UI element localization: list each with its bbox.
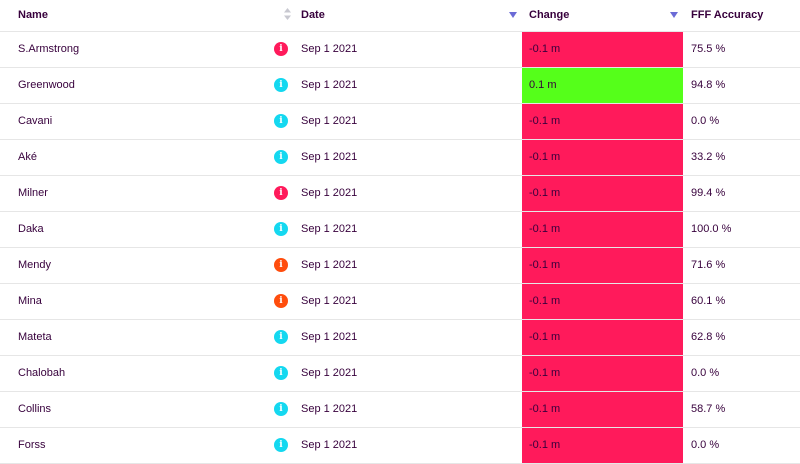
table-row[interactable]: Chalobah i Sep 1 2021 -0.1 m 0.0 %	[0, 356, 800, 392]
date-cell: Sep 1 2021	[301, 439, 358, 451]
player-name[interactable]: Forss	[18, 439, 46, 451]
change-value: -0.1 m	[529, 151, 561, 163]
column-header-date[interactable]: Date	[301, 9, 325, 21]
table-row[interactable]: Milner i Sep 1 2021 -0.1 m 99.4 %	[0, 176, 800, 212]
change-value: -0.1 m	[529, 367, 561, 379]
date-cell: Sep 1 2021	[301, 43, 358, 55]
accuracy-cell: 33.2 %	[691, 151, 726, 163]
accuracy-cell: 71.6 %	[691, 259, 726, 271]
change-cell: -0.1 m	[522, 140, 683, 175]
accuracy-cell: 58.7 %	[691, 403, 726, 415]
column-header-accuracy[interactable]: FFF Accuracy	[691, 9, 764, 21]
player-name[interactable]: Cavani	[18, 115, 53, 127]
change-cell: -0.1 m	[522, 32, 683, 67]
info-icon[interactable]: i	[274, 330, 288, 344]
accuracy-cell: 100.0 %	[691, 223, 732, 235]
date-cell: Sep 1 2021	[301, 331, 358, 343]
table-row[interactable]: Collins i Sep 1 2021 -0.1 m 58.7 %	[0, 392, 800, 428]
player-name[interactable]: Aké	[18, 151, 37, 163]
table-row[interactable]: Daka i Sep 1 2021 -0.1 m 100.0 %	[0, 212, 800, 248]
change-value: -0.1 m	[529, 187, 561, 199]
info-icon[interactable]: i	[274, 114, 288, 128]
table-row[interactable]: S.Armstrong i Sep 1 2021 -0.1 m 75.5 %	[0, 32, 800, 68]
change-cell: -0.1 m	[522, 212, 683, 247]
player-name[interactable]: S.Armstrong	[18, 43, 80, 55]
info-icon[interactable]: i	[274, 294, 288, 308]
change-cell: -0.1 m	[522, 356, 683, 391]
change-value: -0.1 m	[529, 115, 561, 127]
table-row[interactable]: Aké i Sep 1 2021 -0.1 m 33.2 %	[0, 140, 800, 176]
accuracy-cell: 0.0 %	[691, 115, 720, 127]
info-icon[interactable]: i	[274, 366, 288, 380]
accuracy-cell: 60.1 %	[691, 295, 726, 307]
date-cell: Sep 1 2021	[301, 403, 358, 415]
table-row[interactable]: Mendy i Sep 1 2021 -0.1 m 71.6 %	[0, 248, 800, 284]
date-cell: Sep 1 2021	[301, 367, 358, 379]
date-cell: Sep 1 2021	[301, 79, 358, 91]
change-value: -0.1 m	[529, 439, 561, 451]
accuracy-cell: 0.0 %	[691, 439, 720, 451]
date-cell: Sep 1 2021	[301, 187, 358, 199]
player-name[interactable]: Mina	[18, 295, 42, 307]
date-cell: Sep 1 2021	[301, 223, 358, 235]
sort-down-icon[interactable]	[509, 12, 517, 18]
date-cell: Sep 1 2021	[301, 115, 358, 127]
info-icon[interactable]: i	[274, 222, 288, 236]
table-row[interactable]: Mateta i Sep 1 2021 -0.1 m 62.8 %	[0, 320, 800, 356]
table-body: S.Armstrong i Sep 1 2021 -0.1 m 75.5 % Greenw…	[0, 32, 800, 464]
info-icon[interactable]: i	[274, 186, 288, 200]
table-row[interactable]: Cavani i Sep 1 2021 -0.1 m 0.0 %	[0, 104, 800, 140]
date-cell: Sep 1 2021	[301, 295, 358, 307]
accuracy-cell: 62.8 %	[691, 331, 726, 343]
info-icon[interactable]: i	[274, 438, 288, 452]
date-cell: Sep 1 2021	[301, 151, 358, 163]
accuracy-cell: 0.0 %	[691, 367, 720, 379]
info-icon[interactable]: i	[274, 150, 288, 164]
change-value: -0.1 m	[529, 295, 561, 307]
table-row[interactable]: Greenwood i Sep 1 2021 0.1 m 94.8 %	[0, 68, 800, 104]
change-value: -0.1 m	[529, 43, 561, 55]
table-header: Name Date Change FFF Accuracy	[0, 0, 800, 32]
change-value: -0.1 m	[529, 331, 561, 343]
player-name[interactable]: Mendy	[18, 259, 52, 271]
change-cell: -0.1 m	[522, 428, 683, 463]
player-name[interactable]: Chalobah	[18, 367, 66, 379]
change-cell: -0.1 m	[522, 248, 683, 283]
player-name[interactable]: Greenwood	[18, 79, 75, 91]
info-icon[interactable]: i	[274, 402, 288, 416]
info-icon[interactable]: i	[274, 42, 288, 56]
change-cell: -0.1 m	[522, 104, 683, 139]
change-cell: -0.1 m	[522, 392, 683, 427]
date-cell: Sep 1 2021	[301, 259, 358, 271]
player-name[interactable]: Collins	[18, 403, 52, 415]
change-cell: -0.1 m	[522, 284, 683, 319]
info-icon[interactable]: i	[274, 78, 288, 92]
change-value: 0.1 m	[529, 79, 557, 91]
player-name[interactable]: Mateta	[18, 331, 52, 343]
table-row[interactable]: Forss i Sep 1 2021 -0.1 m 0.0 %	[0, 428, 800, 464]
change-value: -0.1 m	[529, 259, 561, 271]
change-value: -0.1 m	[529, 223, 561, 235]
player-name[interactable]: Daka	[18, 223, 44, 235]
change-cell: -0.1 m	[522, 320, 683, 355]
player-name[interactable]: Milner	[18, 187, 48, 199]
info-icon[interactable]: i	[274, 258, 288, 272]
accuracy-cell: 75.5 %	[691, 43, 726, 55]
sort-updown-icon[interactable]	[283, 7, 292, 21]
change-cell: -0.1 m	[522, 176, 683, 211]
column-header-name[interactable]: Name	[18, 9, 48, 21]
change-value: -0.1 m	[529, 403, 561, 415]
table-row[interactable]: Mina i Sep 1 2021 -0.1 m 60.1 %	[0, 284, 800, 320]
accuracy-cell: 94.8 %	[691, 79, 726, 91]
sort-down-icon[interactable]	[670, 12, 678, 18]
change-cell: 0.1 m	[522, 68, 683, 103]
accuracy-cell: 99.4 %	[691, 187, 726, 199]
column-header-change[interactable]: Change	[529, 9, 570, 21]
